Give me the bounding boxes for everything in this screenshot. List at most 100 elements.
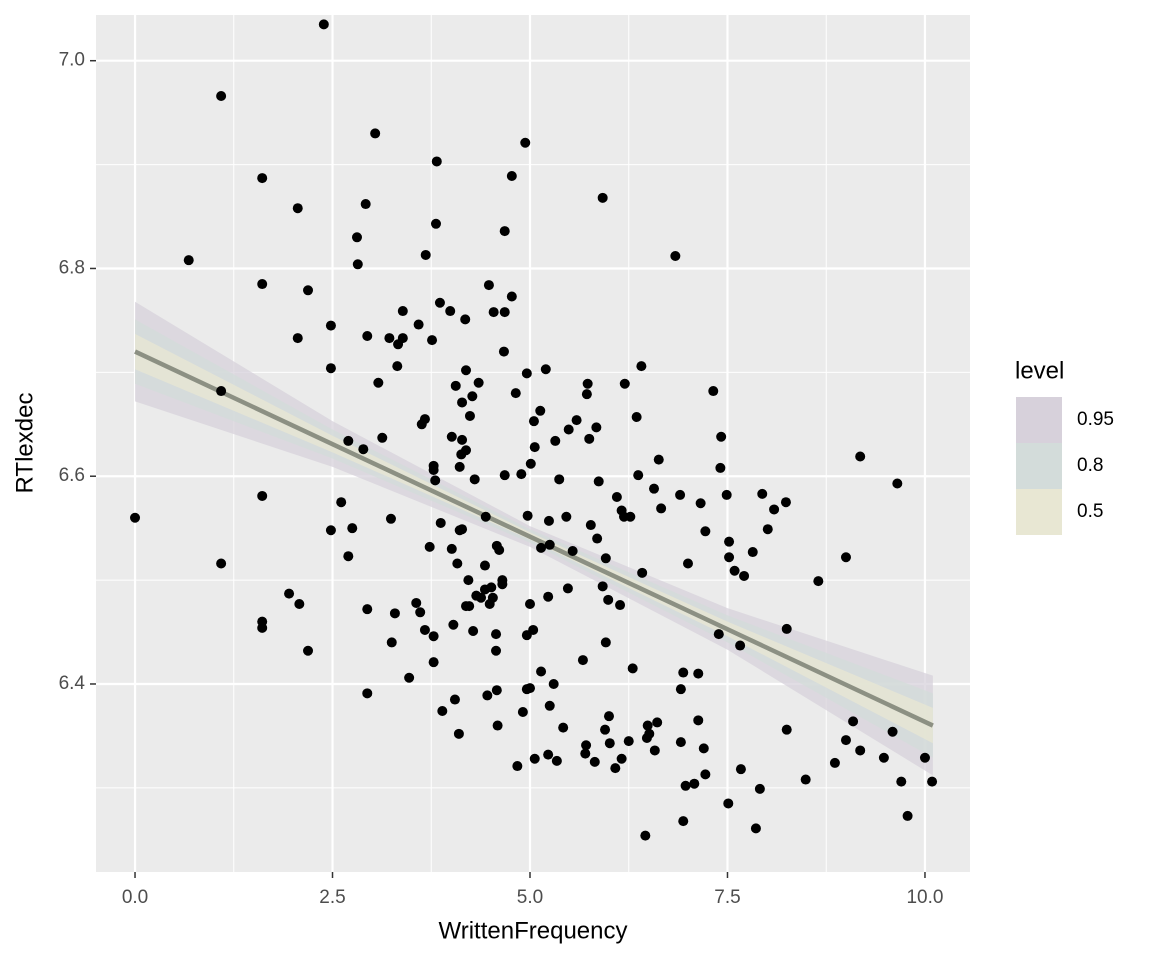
point <box>419 624 430 635</box>
point <box>257 279 268 290</box>
y-tick-label: 6.4 <box>59 673 86 694</box>
point <box>700 769 711 780</box>
point <box>735 764 746 775</box>
point <box>567 546 578 557</box>
point <box>517 707 528 718</box>
point <box>589 756 600 767</box>
point <box>724 552 735 563</box>
point <box>642 720 653 731</box>
point <box>535 405 546 416</box>
x-tick-label: 7.5 <box>714 887 740 908</box>
point <box>183 255 194 266</box>
point <box>404 672 415 683</box>
legend-label: 0.8 <box>1077 455 1103 476</box>
point <box>257 622 268 633</box>
point <box>358 444 369 455</box>
point <box>536 666 547 677</box>
point <box>453 728 464 739</box>
fit-line <box>134 349 934 728</box>
point <box>325 525 336 536</box>
point <box>385 513 396 524</box>
point <box>216 558 227 569</box>
point <box>813 576 824 587</box>
point <box>343 435 354 446</box>
point <box>700 526 711 537</box>
point <box>581 740 592 751</box>
point <box>562 583 573 594</box>
point <box>483 280 494 291</box>
y-tick-label: 7.0 <box>59 50 85 71</box>
point <box>649 483 660 494</box>
point <box>325 320 336 331</box>
point <box>582 378 593 389</box>
point <box>762 524 773 535</box>
point <box>584 433 595 444</box>
point <box>467 391 478 402</box>
point <box>581 389 592 400</box>
point <box>689 778 700 789</box>
point <box>499 307 510 318</box>
point <box>460 314 471 325</box>
point <box>649 745 660 756</box>
point <box>529 442 540 453</box>
point <box>636 361 647 372</box>
point <box>675 737 686 748</box>
point <box>600 724 611 735</box>
point <box>747 547 758 558</box>
point <box>420 249 431 260</box>
point <box>454 461 465 472</box>
point <box>769 504 780 515</box>
point <box>603 594 614 605</box>
point <box>457 434 468 445</box>
point <box>351 232 362 243</box>
point <box>610 763 621 774</box>
point <box>437 705 448 716</box>
point <box>724 536 735 547</box>
point <box>693 715 704 726</box>
point <box>653 454 664 465</box>
point <box>528 624 539 635</box>
legend-key <box>1016 397 1062 443</box>
point <box>715 462 726 473</box>
point <box>430 218 441 229</box>
point <box>695 498 706 509</box>
point <box>593 476 604 487</box>
point <box>389 608 400 619</box>
point <box>292 203 303 214</box>
point <box>377 432 388 443</box>
point <box>840 735 851 746</box>
point <box>600 637 611 648</box>
point <box>611 491 622 502</box>
point <box>848 716 859 727</box>
point <box>491 685 502 696</box>
point <box>680 780 691 791</box>
point <box>370 128 381 139</box>
point <box>392 361 403 372</box>
point <box>585 520 596 531</box>
point <box>294 598 305 609</box>
point <box>499 226 510 237</box>
point <box>652 717 663 728</box>
point <box>450 380 461 391</box>
point <box>343 551 354 562</box>
point <box>303 285 314 296</box>
point <box>878 752 889 763</box>
point <box>360 199 371 210</box>
point <box>682 558 693 569</box>
point <box>561 511 572 522</box>
point <box>384 333 395 344</box>
point <box>498 346 509 357</box>
point <box>487 592 498 603</box>
x-axis-title: WrittenFrequency <box>439 917 628 944</box>
point <box>721 489 732 500</box>
point <box>510 388 521 399</box>
point <box>457 524 468 535</box>
legend-title: level <box>1015 357 1064 384</box>
point <box>362 604 373 615</box>
point <box>463 575 474 586</box>
point <box>919 752 930 763</box>
point <box>428 464 439 475</box>
point <box>757 488 768 499</box>
point <box>336 497 347 508</box>
point <box>516 469 527 480</box>
